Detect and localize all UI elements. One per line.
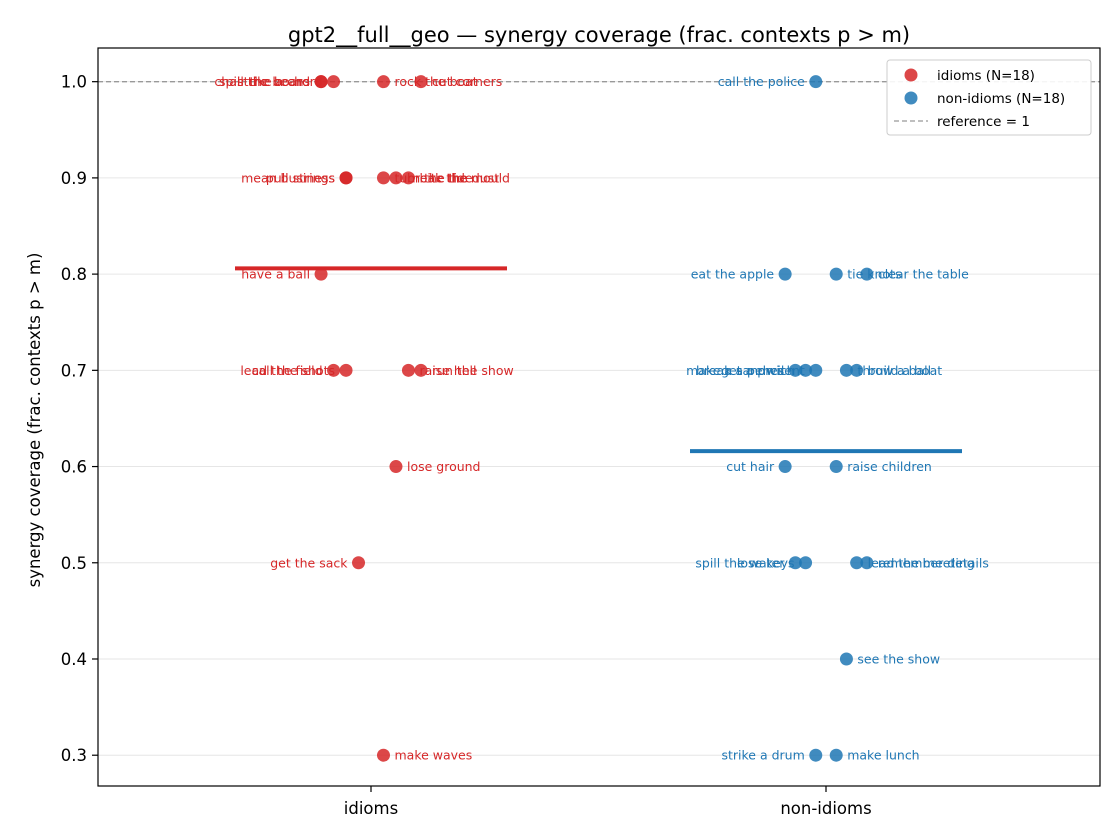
point-label-have-a-ball: have a ball [241, 267, 310, 282]
point-label-tie-knots: tie knots [847, 267, 901, 282]
point-lead-the-field [327, 363, 341, 377]
point-see-the-show [839, 652, 853, 666]
data-points [314, 75, 874, 762]
point-label-call-the-shots: call the shots [252, 363, 335, 378]
point-label-run-the-show: run the show [432, 363, 514, 378]
point-label-chair-the-board: chair the board [214, 74, 310, 89]
point-label-build-a-boat: build a boat [868, 363, 943, 378]
point-make-waves [376, 748, 390, 762]
mean-lines [235, 266, 962, 454]
point-raise-hell [401, 363, 415, 377]
point-get-a-present [809, 363, 823, 377]
point-label-break-the-mould: break the mould [407, 170, 510, 185]
y-tick-label: 0.7 [61, 361, 87, 380]
point-pull-strings [339, 171, 353, 185]
legend-label-reference: reference = 1 [937, 114, 1030, 130]
legend-box [886, 59, 1092, 136]
point-call-the-shots [339, 363, 353, 377]
point-label-lead-the-field: lead the field [240, 363, 322, 378]
point-turn-the-tide [376, 171, 390, 185]
point-label-remember-details: remember details [878, 555, 989, 570]
y-tick-label: 0.4 [61, 650, 87, 669]
grid-lines [98, 81, 1100, 756]
point-tie-knots [829, 267, 843, 281]
point-label-clear-the-table: clear the table [878, 267, 969, 282]
point-cut-hair [778, 460, 792, 474]
point-lose-keys [799, 556, 813, 570]
point-label-lead-the-meeting: lead the meeting [868, 555, 975, 570]
point-label-rock-the-boat: rock the boat [394, 74, 477, 89]
point-label-lose-keys: lose keys [737, 555, 795, 570]
point-run-the-show [414, 363, 428, 377]
legend-label-non-idioms: non-idioms (N=18) [937, 91, 1065, 107]
point-bite-the-dust [401, 171, 415, 185]
point-label-make-waves: make waves [394, 748, 472, 763]
point-label-get-a-present: get a present [721, 363, 805, 378]
point-strike-a-chord [327, 75, 341, 89]
point-chair-the-board [314, 75, 328, 89]
point-label-strike-a-chord: strike a chord [237, 74, 322, 89]
point-label-cut-corners: cut corners [432, 74, 502, 89]
y-tick-label: 0.9 [61, 169, 87, 188]
point-label-strike-a-drum: strike a drum [721, 748, 804, 763]
point-label-mean-business: mean business [241, 170, 335, 185]
point-throw-a-ball [839, 363, 853, 377]
point-label-break-a-pencil: break a pencil [696, 363, 784, 378]
point-label-spill-the-beans: spill the beans [219, 74, 310, 89]
point-label-eat-the-apple: eat the apple [691, 267, 775, 282]
legend-label-idioms: idioms (N=18) [937, 68, 1035, 84]
plot-area-frame [97, 47, 1101, 787]
point-label-pull-strings: pull strings [266, 170, 335, 185]
point-break-a-pencil [788, 363, 802, 377]
point-label-raise-children: raise children [847, 459, 932, 474]
point-remember-details [860, 556, 874, 570]
point-have-a-ball [314, 267, 328, 281]
point-label-cut-hair: cut hair [726, 459, 775, 474]
y-tick-label: 0.3 [61, 746, 87, 765]
y-axis-label: synergy coverage (frac. contexts p > m) [25, 253, 44, 588]
point-label-get-the-sack: get the sack [270, 555, 348, 570]
x-tick-label-non-idioms: non-idioms [780, 799, 871, 818]
point-label-raise-hell: raise hell [419, 363, 476, 378]
point-label-call-the-police: call the police [718, 74, 805, 89]
point-raise-children [829, 460, 843, 474]
point-get-the-sack [352, 556, 366, 570]
point-label-lose-ground: lose ground [407, 459, 481, 474]
chart-title: gpt2__full__geo — synergy coverage (frac… [288, 23, 910, 48]
point-make-lunch [829, 748, 843, 762]
x-axis: idioms non-idioms [344, 786, 872, 818]
point-eat-the-apple [778, 267, 792, 281]
point-label-throw-a-ball: throw a ball [857, 363, 931, 378]
y-tick-label: 0.6 [61, 458, 87, 477]
y-tick-label: 0.8 [61, 265, 87, 284]
point-make-a-sandwich [799, 363, 813, 377]
point-call-the-police [809, 75, 823, 89]
y-axis: 0.3 0.4 0.5 0.6 0.7 0.8 0.9 1.0 [61, 73, 98, 765]
legend: idioms (N=18) non-idioms (N=18) referenc… [886, 59, 1092, 136]
legend-marker-non-idioms [904, 91, 918, 105]
point-label-turn-the-tide: turn the tide [394, 170, 472, 185]
point-label-make-lunch: make lunch [847, 748, 919, 763]
point-label-bite-the-dust: bite the dust [419, 170, 499, 185]
point-lose-ground [389, 460, 403, 474]
y-tick-label: 1.0 [61, 73, 87, 92]
point-cut-corners [414, 75, 428, 89]
y-tick-label: 0.5 [61, 554, 87, 573]
point-label-spill-the-water: spill the water [695, 555, 785, 570]
point-label-see-the-show: see the show [857, 651, 940, 666]
point-lead-the-meeting [850, 556, 864, 570]
legend-marker-idioms [904, 68, 918, 82]
point-build-a-boat [850, 363, 864, 377]
x-tick-label-idioms: idioms [344, 799, 398, 818]
point-spill-the-water [788, 556, 802, 570]
point-clear-the-table [860, 267, 874, 281]
point-break-the-mould [389, 171, 403, 185]
point-rock-the-boat [376, 75, 390, 89]
point-strike-a-drum [809, 748, 823, 762]
point-label-make-a-sandwich: make a sandwich [686, 363, 794, 378]
